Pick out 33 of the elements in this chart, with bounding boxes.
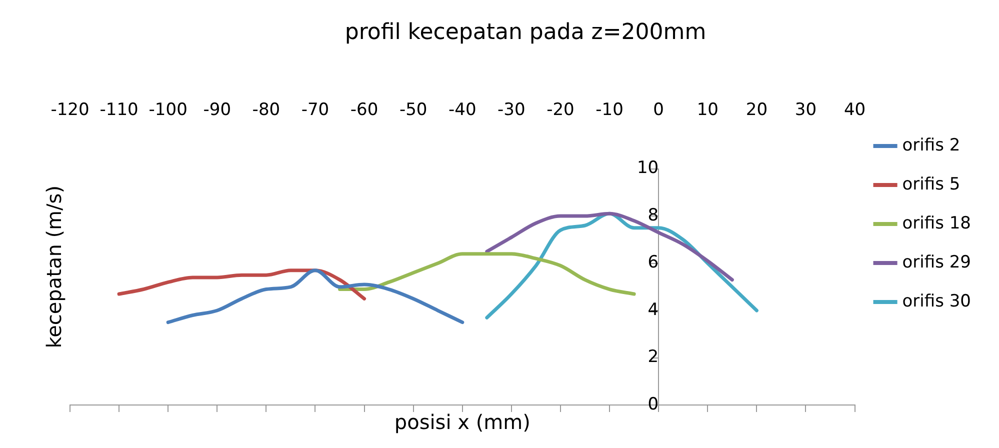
legend-label: orifis 2: [902, 135, 960, 156]
x-tick-label: -110: [100, 100, 138, 120]
x-tick-label: -120: [50, 100, 90, 120]
line-series: [166, 268, 464, 324]
y-tick-label: 6: [648, 252, 659, 273]
line-series: [117, 268, 366, 300]
legend-label: orifis 5: [902, 174, 960, 194]
x-tick-label: 10: [696, 100, 718, 120]
legend-label: orifis 18: [902, 213, 972, 234]
x-tick-label: 20: [746, 100, 768, 120]
y-tick-label: 8: [648, 205, 659, 226]
y-tick-label: 10: [636, 158, 659, 178]
legend-label: orifis 30: [902, 291, 972, 312]
x-axis-title: posisi x (mm): [394, 410, 530, 434]
x-tick-label: -20: [546, 100, 574, 120]
x-tick-label: -90: [203, 100, 232, 120]
y-axis-title: kecepatan (m/s): [42, 185, 66, 348]
x-tick-label: -10: [596, 100, 624, 120]
x-tick-label: -60: [350, 100, 378, 120]
x-tick-label: -100: [148, 100, 188, 120]
y-tick-label: 4: [648, 300, 659, 320]
x-tick-label: -50: [399, 100, 428, 120]
x-tick-label: -80: [252, 100, 280, 120]
x-tick-label: -40: [448, 100, 476, 120]
x-tick-label: 40: [844, 100, 866, 120]
y-tick-label: 2: [648, 347, 659, 368]
y-tick-label: 0: [648, 394, 659, 414]
x-tick-label: -70: [301, 100, 330, 120]
x-tick-label: 30: [794, 100, 817, 120]
legend-label: orifis 29: [902, 252, 972, 272]
line-series: [338, 252, 636, 296]
x-tick-label: -30: [498, 100, 526, 120]
chart-title: profil kecepatan pada z=200mm: [344, 20, 706, 45]
